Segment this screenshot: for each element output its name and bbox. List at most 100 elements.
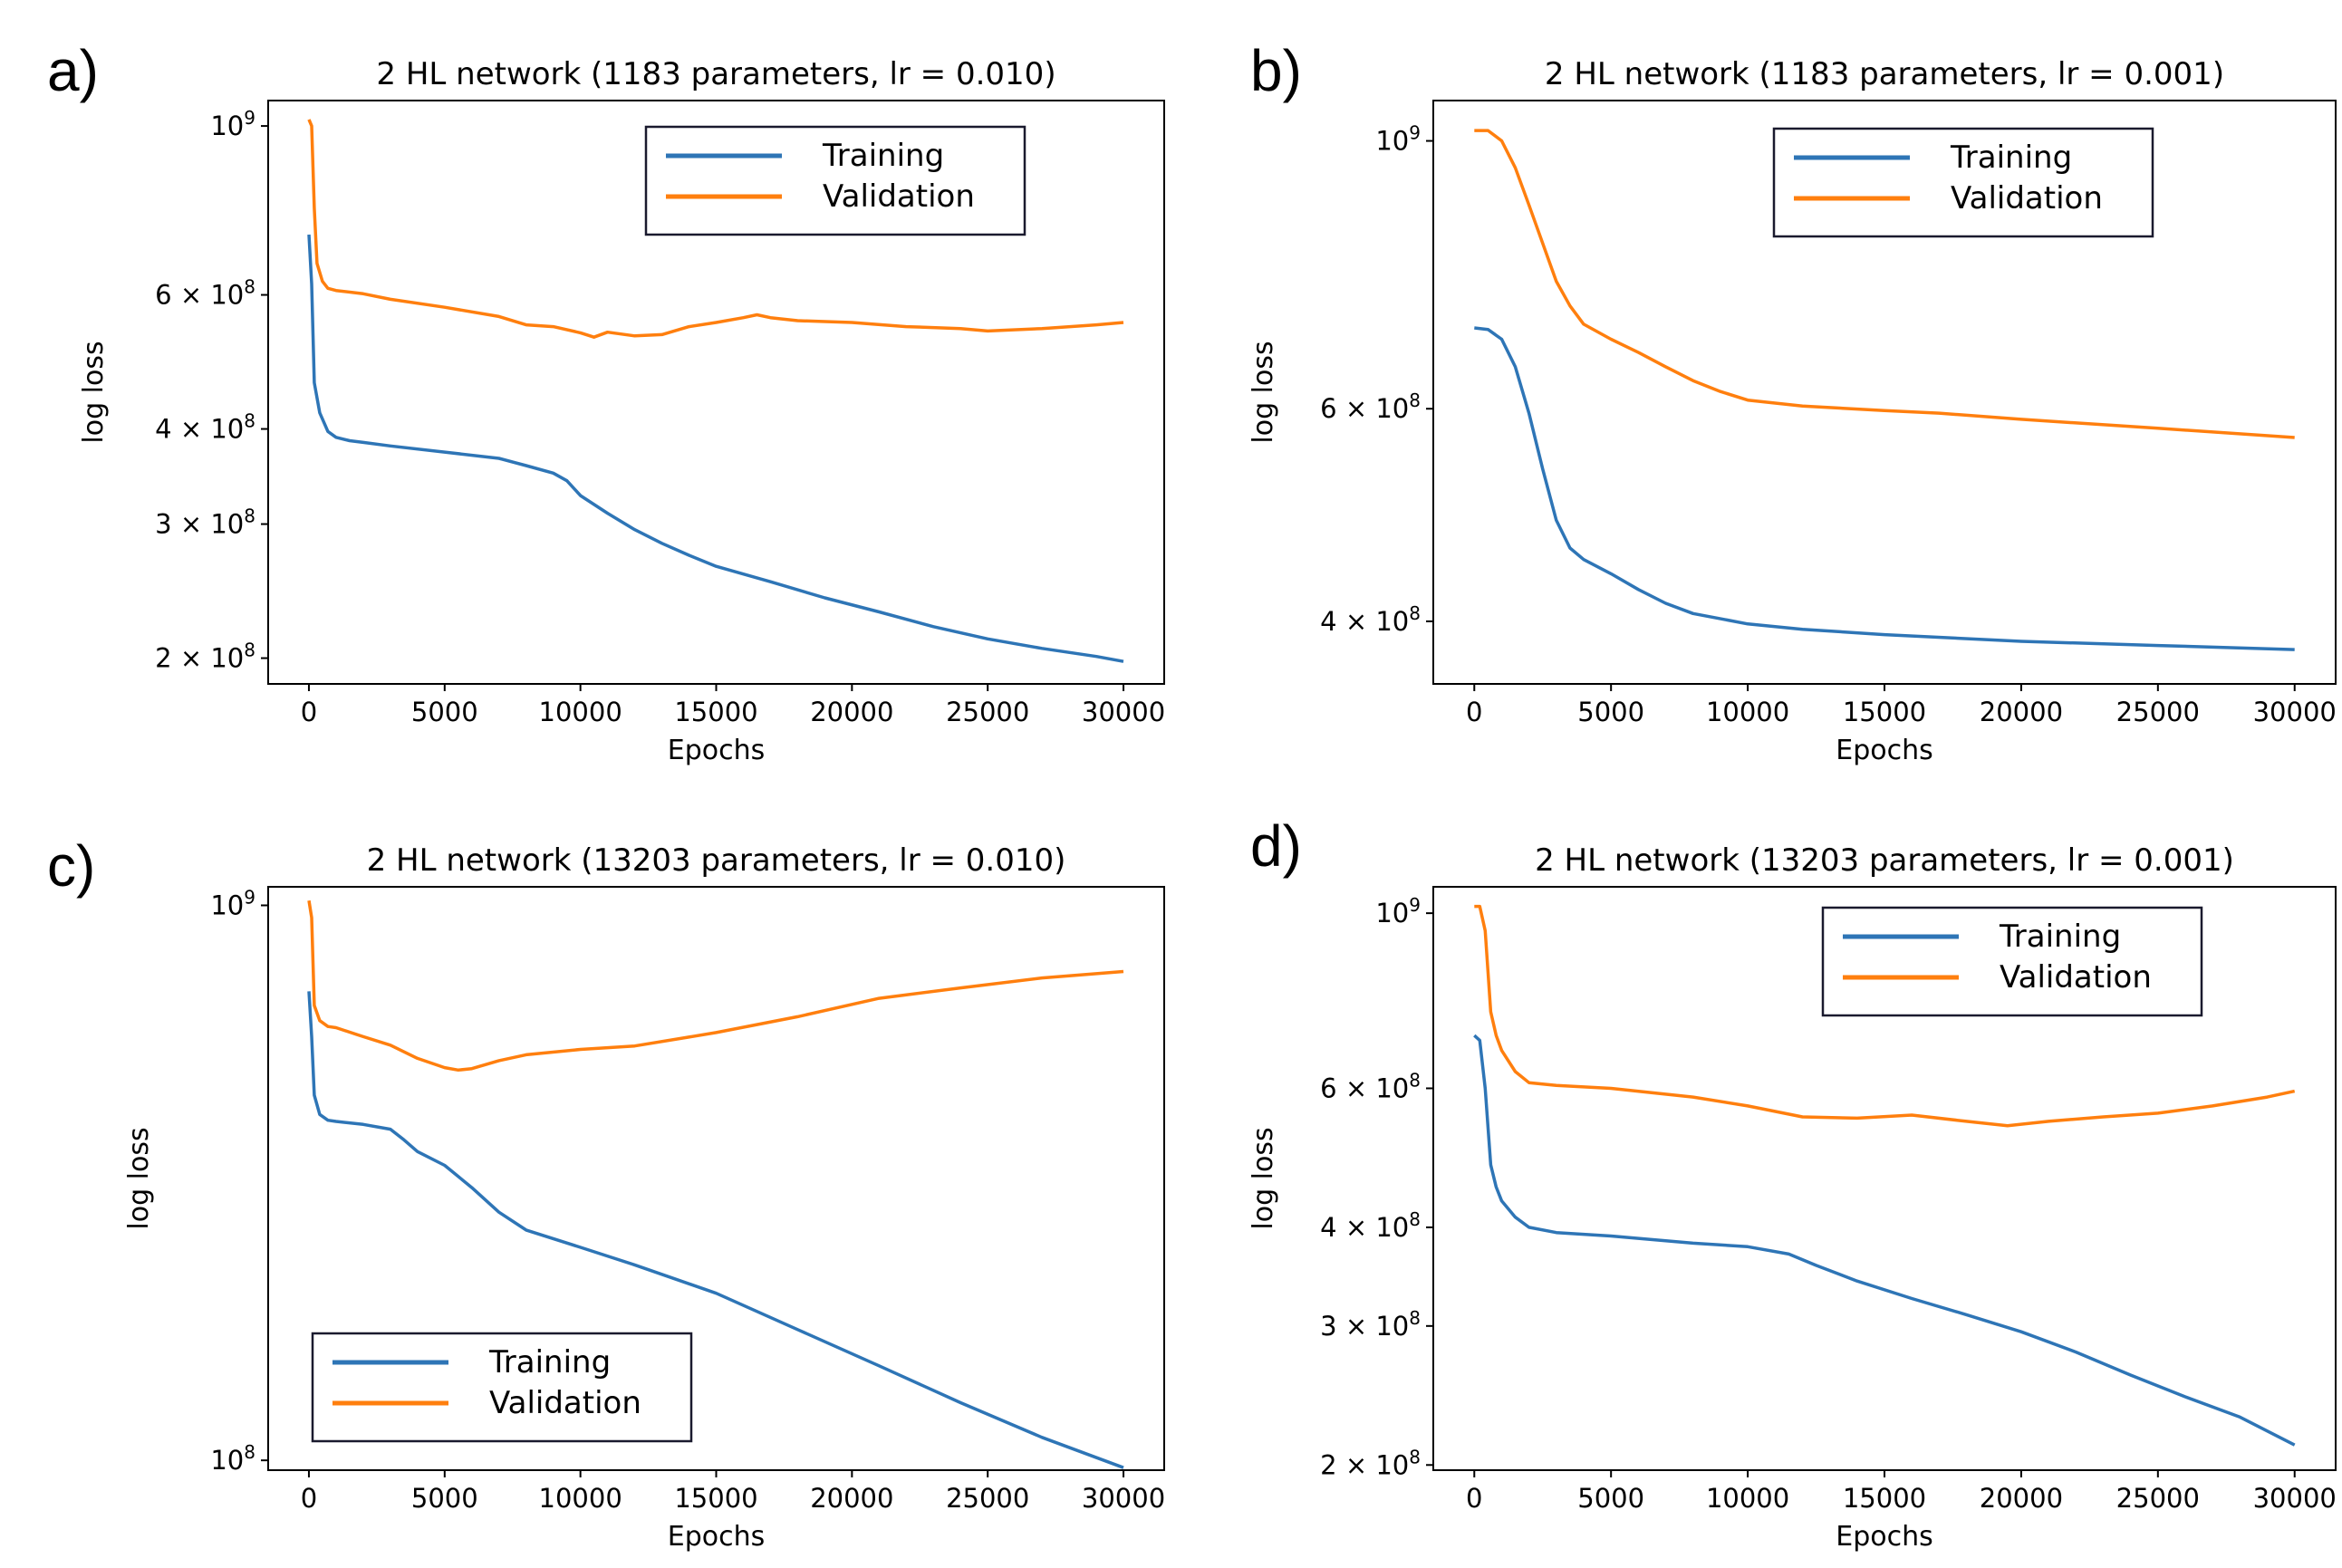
chart-panel-c: c) 2 HL network (13203 parameters, lr = 0… [47,833,1165,1553]
x-tick-label: 10000 [539,697,622,727]
legend-label-validation: Validation [489,1385,641,1421]
x-tick-label: 0 [1466,1483,1482,1514]
x-tick-label: 30000 [1082,697,1165,727]
y-tick-label: 6 × 108 [155,276,255,311]
x-tick-label: 30000 [2253,1483,2337,1514]
chart-title: 2 HL network (1183 parameters, lr = 0.01… [376,56,1055,92]
x-tick-label: 5000 [411,1483,478,1514]
y-tick-label: 109 [1375,122,1421,157]
chart-panel-d: d) 2 HL network (13203 parameters, lr = 0… [1248,813,2337,1553]
x-tick-label: 10000 [1706,1483,1789,1514]
x-axis-label: Epochs [668,735,766,766]
x-tick-label: 20000 [1980,697,2063,727]
legend-label-training: Training [488,1344,611,1380]
y-tick-mantissa: 3 × 10 [1320,1311,1409,1342]
y-axis-label: log loss [1248,341,1279,443]
y-tick-label: 6 × 108 [1320,390,1421,424]
y-tick-mantissa: 4 × 10 [1320,606,1409,637]
y-tick-mantissa: 2 × 10 [1320,1449,1409,1480]
y-tick-mantissa: 3 × 10 [155,509,244,540]
y-tick-exponent: 9 [1409,122,1421,144]
y-tick-mantissa: 4 × 10 [155,414,244,445]
x-tick-label: 15000 [1843,1483,1926,1514]
x-tick-label: 5000 [1577,697,1644,727]
y-tick-exponent: 8 [1409,1208,1421,1230]
x-tick-label: 5000 [411,697,478,727]
y-tick-label: 109 [1375,894,1421,928]
legend-label-training: Training [1999,919,2121,955]
y-tick-exponent: 9 [244,107,255,129]
series-line-validation [307,119,1124,339]
x-tick-label: 30000 [1082,1483,1165,1514]
chart-title: 2 HL network (13203 parameters, lr = 0.0… [1535,842,2234,879]
y-tick-mantissa: 6 × 10 [1320,1073,1409,1103]
x-tick-label: 15000 [674,697,757,727]
legend-box [1821,906,2203,1017]
y-tick-label: 6 × 108 [1320,1069,1421,1103]
x-tick-label: 0 [301,697,317,727]
x-tick-label: 25000 [2116,697,2200,727]
series-line-training [1474,326,2295,651]
y-tick-exponent: 8 [244,640,255,661]
panel-letter: b) [1250,38,1302,103]
series-line-validation [307,899,1124,1073]
y-tick-exponent: 8 [1409,390,1421,411]
y-tick-exponent: 8 [244,505,255,527]
chart-title: 2 HL network (13203 parameters, lr = 0.0… [367,842,1066,879]
legend: Training Validation [1772,127,2154,238]
x-tick-label: 10000 [1706,697,1789,727]
y-tick-label: 109 [210,886,255,920]
y-tick-label: 2 × 108 [155,640,255,674]
y-tick-exponent: 8 [1409,1446,1421,1467]
y-tick-label: 4 × 108 [1320,1208,1421,1243]
legend: Training Validation [644,125,1026,236]
y-tick-label: 4 × 108 [1320,602,1421,637]
x-tick-label: 25000 [946,697,1029,727]
x-tick-label: 20000 [1980,1483,2063,1514]
x-tick-label: 15000 [674,1483,757,1514]
y-tick-exponent: 8 [244,276,255,298]
x-tick-label: 5000 [1577,1483,1644,1514]
panel-letter: c) [47,833,95,899]
x-tick-label: 20000 [810,697,893,727]
x-tick-label: 0 [1466,697,1482,727]
x-tick-label: 25000 [2116,1483,2200,1514]
y-tick-label: 109 [210,107,255,141]
series-line-validation [1474,904,2296,1128]
y-tick-exponent: 9 [244,886,255,908]
y-tick-exponent: 8 [1409,602,1421,624]
series-line-training [1473,1034,2296,1447]
series-line-training [307,991,1124,1469]
x-tick-label: 30000 [2253,697,2337,727]
y-tick-label: 108 [210,1441,255,1476]
y-tick-exponent: 8 [1409,1307,1421,1329]
legend-box [644,125,1026,236]
y-tick-label: 3 × 108 [155,505,255,540]
y-tick-mantissa: 10 [210,1445,244,1476]
legend-label-training: Training [822,138,944,174]
y-tick-exponent: 8 [244,410,255,432]
series-line-training [307,234,1124,663]
panel-letter: d) [1250,813,1302,879]
x-axis-label: Epochs [668,1521,766,1553]
legend-box [311,1332,693,1443]
y-tick-mantissa: 2 × 10 [155,643,244,674]
legend: Training Validation [1821,906,2203,1017]
x-tick-label: 20000 [810,1483,893,1514]
x-axis-label: Epochs [1836,735,1933,766]
y-tick-mantissa: 4 × 10 [1320,1212,1409,1243]
y-axis-label: log loss [78,341,110,443]
x-tick-label: 25000 [946,1483,1029,1514]
y-tick-mantissa: 10 [1375,898,1409,928]
chart-title: 2 HL network (1183 parameters, lr = 0.00… [1545,56,2224,92]
y-axis-label: log loss [123,1127,155,1229]
y-tick-mantissa: 10 [210,890,244,920]
y-tick-mantissa: 6 × 10 [1320,393,1409,424]
x-tick-label: 10000 [539,1483,622,1514]
x-tick-label: 0 [301,1483,317,1514]
x-tick-label: 15000 [1843,697,1926,727]
legend-label-validation: Validation [2000,959,2152,996]
y-tick-label: 3 × 108 [1320,1307,1421,1342]
y-tick-label: 2 × 108 [1320,1446,1421,1480]
